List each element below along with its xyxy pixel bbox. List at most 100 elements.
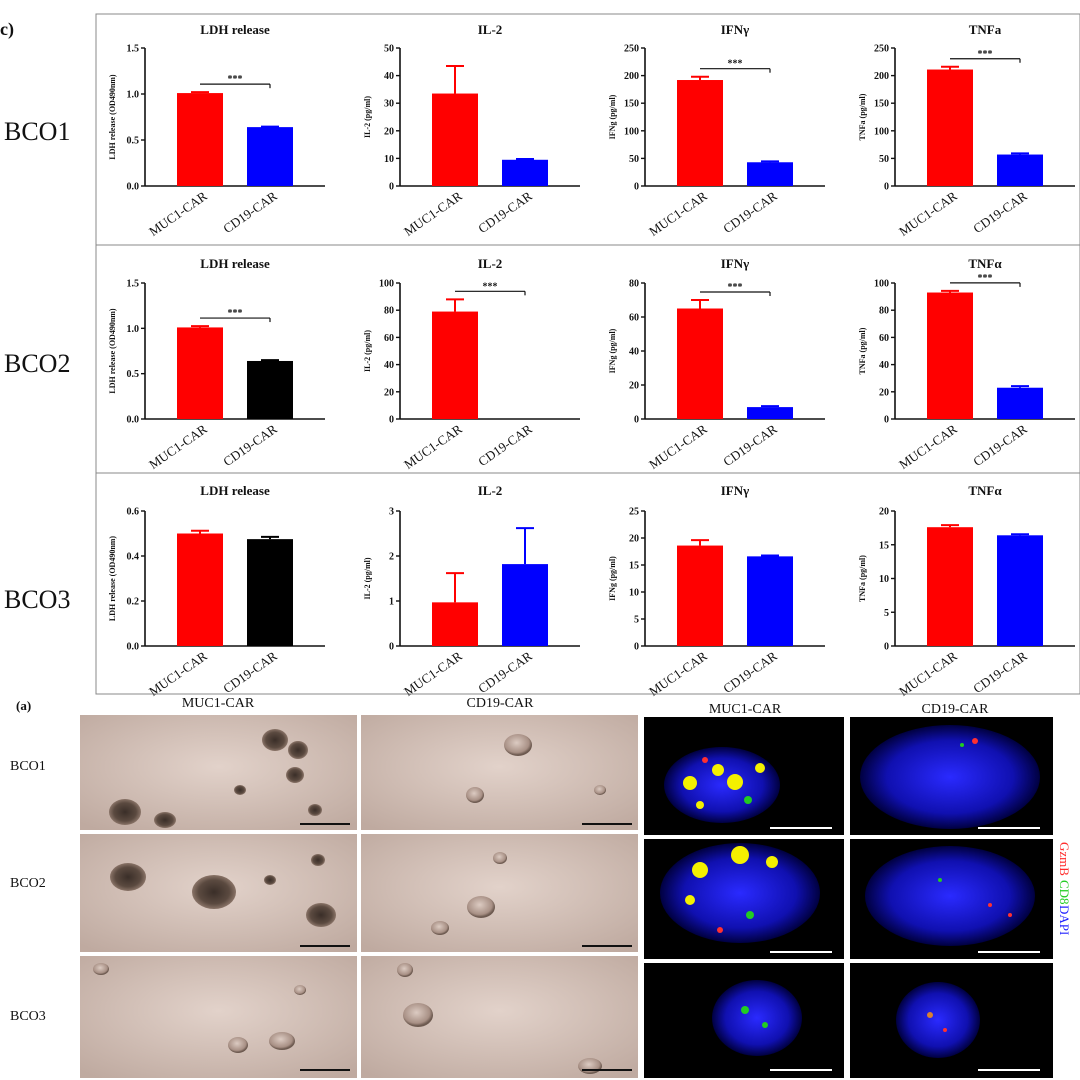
x-category-label: CD19-CAR (720, 648, 780, 696)
chart-title: IL-2 (478, 256, 503, 271)
y-tick-label: 3 (389, 507, 394, 518)
y-axis-label: IFNg (pg/ml) (608, 328, 617, 373)
y-tick-label: 100 (874, 279, 889, 290)
y-tick-label: 0 (634, 642, 639, 653)
y-tick-label: 0.5 (127, 369, 140, 380)
y-tick-label: 0.2 (127, 597, 140, 608)
significance-label: *** (483, 281, 498, 292)
y-tick-label: 20 (629, 381, 639, 392)
chart-title: IFNγ (721, 22, 749, 37)
bar (677, 545, 723, 646)
y-tick-label: 250 (874, 44, 889, 55)
y-tick-label: 60 (384, 333, 394, 344)
bar-chart: LDH release LDH release (OD490nm) 0.0 0.5 1.… (108, 22, 325, 239)
legend-cd8: CD8 (1057, 880, 1072, 905)
x-category-label: CD19-CAR (475, 188, 535, 236)
y-tick-label: 80 (384, 306, 394, 317)
bar-chart: IFNγ IFNg (pg/ml) 0 50 100 150 200 250 MUC1-CAR C… (608, 22, 825, 239)
significance-label: *** (728, 282, 743, 293)
y-tick-label: 25 (629, 507, 639, 518)
bar (432, 311, 478, 419)
x-category-label: MUC1-CAR (646, 188, 710, 239)
bar (502, 564, 548, 646)
y-tick-label: 80 (879, 306, 889, 317)
y-tick-label: 15 (629, 561, 639, 572)
y-tick-label: 0 (884, 642, 889, 653)
y-tick-label: 5 (884, 608, 889, 619)
bar (747, 407, 793, 419)
y-tick-label: 10 (629, 588, 639, 599)
bar-charts-grid: LDH release LDH release (OD490nm) 0.0 0.5 1.… (108, 22, 1075, 699)
x-category-label: CD19-CAR (970, 421, 1030, 469)
image-row-label-bco3: BCO3 (10, 1009, 46, 1024)
chart-title: IL-2 (478, 483, 503, 498)
x-category-label: MUC1-CAR (401, 421, 465, 472)
y-axis-label: IL-2 (pg/ml) (363, 557, 372, 599)
x-category-label: CD19-CAR (220, 421, 280, 469)
bar-chart: LDH release LDH release (OD490nm) 0.0 0.5 1.… (108, 256, 325, 472)
x-category-label: MUC1-CAR (146, 421, 210, 472)
y-tick-label: 15 (879, 540, 889, 551)
significance-label: *** (228, 74, 243, 85)
bar (247, 360, 293, 419)
y-axis-label: IL-2 (pg/ml) (363, 330, 372, 372)
chart-title: IL-2 (478, 22, 503, 37)
y-axis-label: IFNg (pg/ml) (608, 94, 617, 139)
row-label-bco2: BCO2 (4, 349, 70, 378)
y-tick-label: 0 (634, 182, 639, 193)
legend-gzmb: GzmB (1057, 842, 1072, 876)
fluorescence-image-bco1-cd19 (850, 717, 1053, 835)
y-tick-label: 1 (389, 597, 394, 608)
y-tick-label: 50 (384, 44, 394, 55)
x-category-label: MUC1-CAR (896, 648, 960, 699)
bar (247, 539, 293, 646)
bar-chart: IFNγ IFNg (pg/ml) 0 5 10 15 20 25 MUC1-CAR CD19-C… (608, 483, 825, 699)
y-tick-label: 20 (629, 534, 639, 545)
x-category-label: CD19-CAR (220, 648, 280, 696)
chart-title: LDH release (200, 483, 270, 498)
y-axis-label: IFNg (pg/ml) (608, 556, 617, 601)
y-tick-label: 1.5 (127, 279, 140, 290)
y-tick-label: 150 (874, 99, 889, 110)
bar (927, 69, 973, 186)
x-category-label: MUC1-CAR (896, 421, 960, 472)
x-category-label: MUC1-CAR (401, 648, 465, 699)
y-tick-label: 40 (384, 71, 394, 82)
fluorescence-image-bco3-muc1 (644, 963, 844, 1078)
brightfield-image-bco1-cd19 (361, 715, 638, 830)
x-category-label: MUC1-CAR (896, 188, 960, 239)
y-tick-label: 0 (884, 182, 889, 193)
y-tick-label: 100 (624, 126, 639, 137)
chart-title: IFNγ (721, 483, 749, 498)
significance-label: *** (978, 273, 993, 284)
fluorescence-image-bco2-muc1 (644, 839, 844, 959)
fluorescence-col-label-muc1: MUC1-CAR (709, 702, 782, 717)
chart-title: LDH release (200, 256, 270, 271)
brightfield-col-label-cd19: CD19-CAR (467, 696, 535, 711)
bar-chart: IL-2 IL-2 (pg/ml) 0 10 20 30 40 50 MUC1-CAR CD19-… (363, 22, 580, 239)
y-tick-label: 0 (634, 415, 639, 426)
x-category-label: MUC1-CAR (401, 188, 465, 239)
panel-c-label: c) (0, 19, 14, 40)
brightfield-col-label-muc1: MUC1-CAR (182, 696, 255, 711)
bar-chart: IL-2 IL-2 (pg/ml) 0 1 2 3 MUC1-CAR CD19-CAR (363, 483, 580, 699)
bar (177, 93, 223, 186)
bar (997, 154, 1043, 186)
micrograph-grid (80, 715, 1053, 1078)
y-tick-label: 0.0 (127, 182, 140, 193)
bar (247, 127, 293, 186)
y-tick-label: 1.5 (127, 44, 140, 55)
y-tick-label: 100 (874, 126, 889, 137)
bar-chart: TNFα TNFa (pg/ml) 0 20 40 60 80 100 MUC1-CAR CD19… (858, 256, 1075, 472)
bar (997, 535, 1043, 646)
brightfield-image-bco3-cd19 (361, 956, 638, 1078)
y-tick-label: 20 (879, 507, 889, 518)
bar-chart: LDH release LDH release (OD490nm) 0.0 0.2 0.… (108, 483, 325, 699)
bar (502, 159, 548, 186)
x-category-label: MUC1-CAR (146, 648, 210, 699)
bar (677, 80, 723, 186)
y-tick-label: 100 (379, 279, 394, 290)
y-tick-label: 2 (389, 552, 394, 563)
y-tick-label: 30 (384, 99, 394, 110)
y-tick-label: 40 (879, 360, 889, 371)
